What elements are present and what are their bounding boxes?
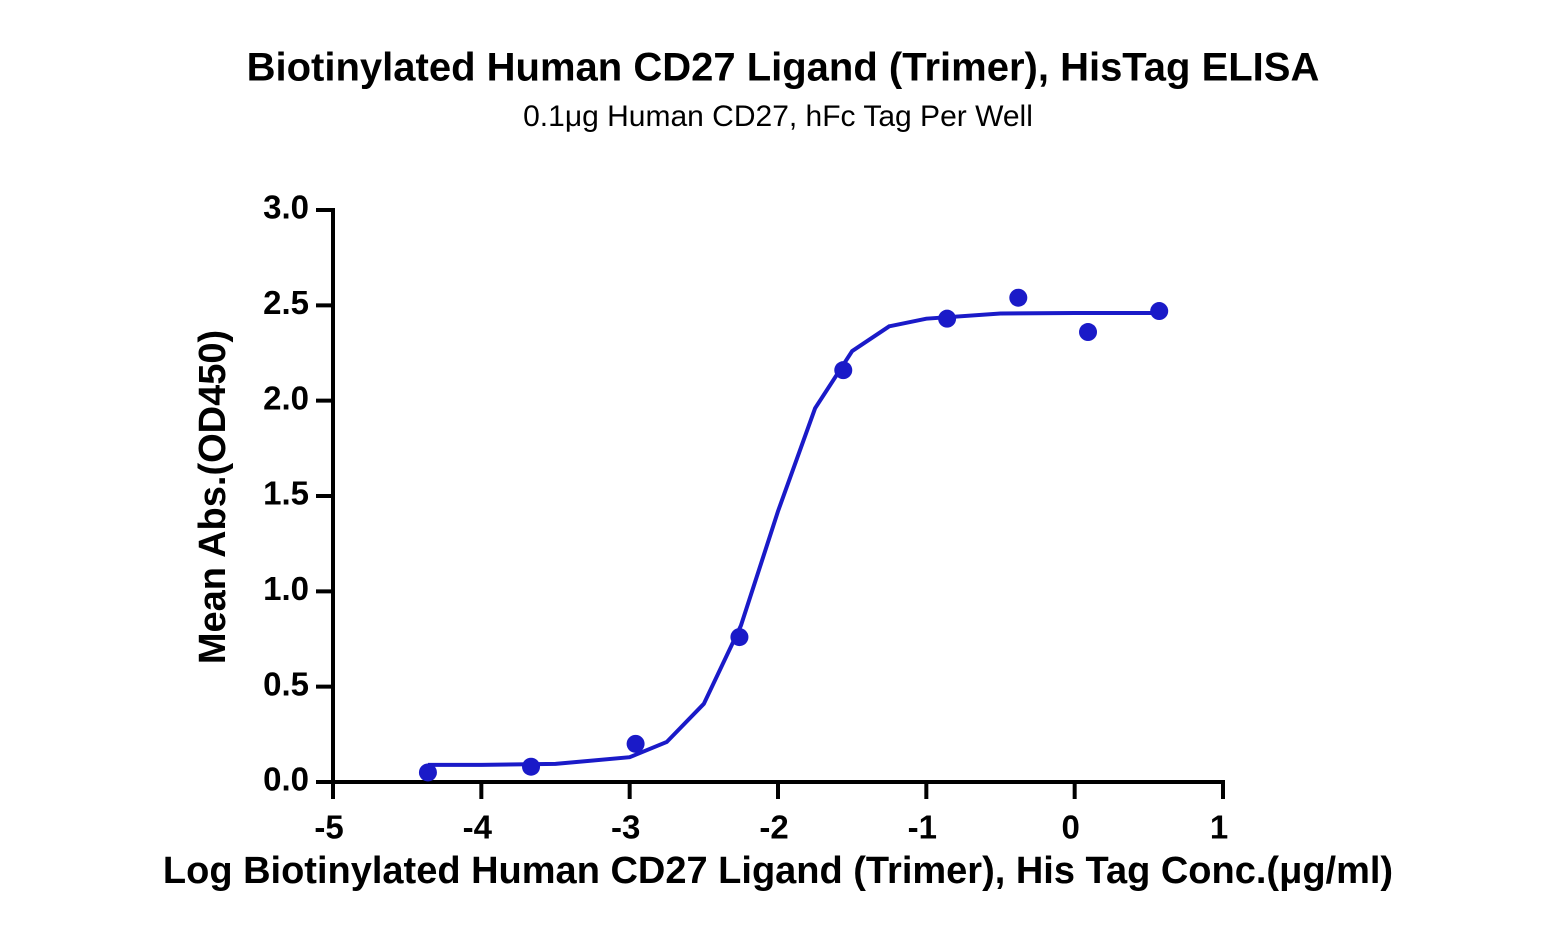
y-axis-label: Mean Abs.(OD450) bbox=[192, 330, 234, 664]
x-tick-label: 1 bbox=[1210, 809, 1228, 846]
data-point bbox=[1079, 323, 1098, 342]
y-tick-label: 1.0 bbox=[263, 570, 309, 607]
data-point bbox=[522, 757, 541, 776]
x-tick-label: -1 bbox=[908, 809, 937, 846]
data-point bbox=[418, 763, 437, 782]
y-tick-label: 1.5 bbox=[263, 475, 309, 512]
data-point bbox=[1009, 288, 1028, 307]
y-tick-label: 2.5 bbox=[263, 284, 309, 321]
data-point bbox=[626, 734, 645, 753]
y-tick-label: 0.0 bbox=[263, 761, 309, 798]
x-tick-label: -2 bbox=[759, 809, 788, 846]
x-axis-label: Log Biotinylated Human CD27 Ligand (Trim… bbox=[163, 850, 1393, 892]
y-tick-label: 0.5 bbox=[263, 665, 309, 702]
x-tick-label: -5 bbox=[314, 809, 343, 846]
chart-subtitle: 0.1μg Human CD27, hFc Tag Per Well bbox=[523, 100, 1033, 133]
y-tick-label: 2.0 bbox=[263, 379, 309, 416]
x-tick-label: -4 bbox=[463, 809, 493, 846]
chart-title: Biotinylated Human CD27 Ligand (Trimer),… bbox=[247, 46, 1320, 90]
y-tick-label: 3.0 bbox=[263, 189, 309, 226]
x-tick-label: -3 bbox=[611, 809, 640, 846]
fit-curve bbox=[427, 310, 1160, 767]
x-tick-label: 0 bbox=[1061, 809, 1079, 846]
